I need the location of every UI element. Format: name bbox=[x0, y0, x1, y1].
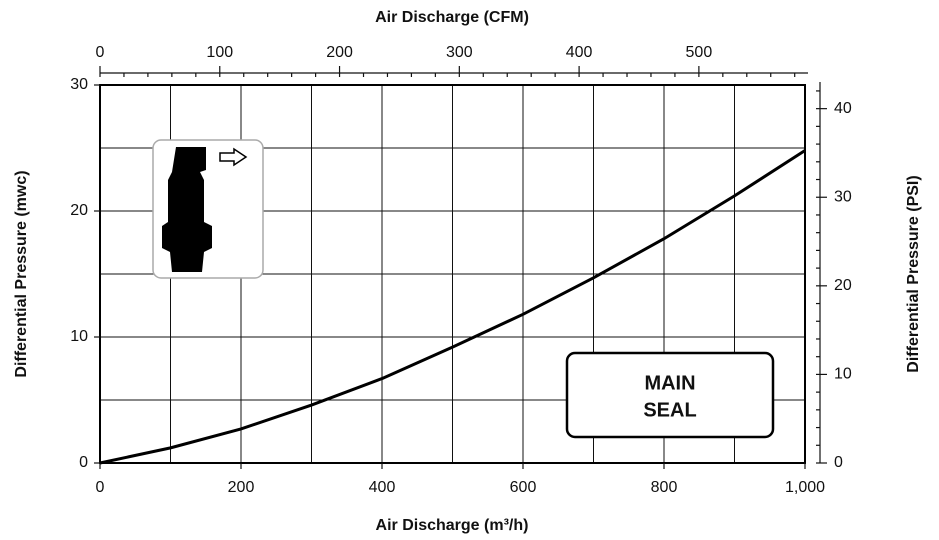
x-tick-label: 0 bbox=[96, 479, 105, 496]
annotation-box bbox=[567, 353, 773, 437]
x-tick-label: 400 bbox=[369, 479, 396, 496]
seal-icon bbox=[153, 140, 263, 278]
x2-axis-title: Air Discharge (CFM) bbox=[375, 9, 529, 26]
x2-tick-label: 400 bbox=[566, 44, 593, 61]
annotation-text: SEAL bbox=[643, 399, 696, 421]
x-tick-label: 600 bbox=[510, 479, 537, 496]
y2-tick-label: 10 bbox=[834, 366, 852, 383]
y2-tick-label: 0 bbox=[834, 454, 843, 471]
y2-tick-label: 20 bbox=[834, 277, 852, 294]
chart: Air Discharge (CFM) Air Discharge (m³/h)… bbox=[0, 0, 939, 540]
y2-axis-title: Differential Pressure (PSI) bbox=[905, 175, 922, 372]
x2-tick-label: 500 bbox=[686, 44, 713, 61]
y-tick-label: 0 bbox=[79, 454, 88, 471]
y-tick-label: 30 bbox=[70, 76, 88, 93]
y2-tick-label: 30 bbox=[834, 188, 852, 205]
x-axis-title: Air Discharge (m³/h) bbox=[376, 517, 529, 534]
x2-tick-label: 200 bbox=[326, 44, 353, 61]
y-tick-label: 20 bbox=[70, 202, 88, 219]
y-axis-title: Differential Pressure (mwc) bbox=[13, 170, 30, 377]
x-tick-label: 200 bbox=[228, 479, 255, 496]
y2-tick-label: 40 bbox=[834, 100, 852, 117]
x-tick-label: 800 bbox=[651, 479, 678, 496]
x2-tick-label: 300 bbox=[446, 44, 473, 61]
x2-tick-label: 100 bbox=[206, 44, 233, 61]
x2-tick-label: 0 bbox=[96, 44, 105, 61]
annotation-text: MAIN bbox=[644, 372, 695, 394]
x-tick-label: 1,000 bbox=[785, 479, 825, 496]
y-tick-label: 10 bbox=[70, 328, 88, 345]
